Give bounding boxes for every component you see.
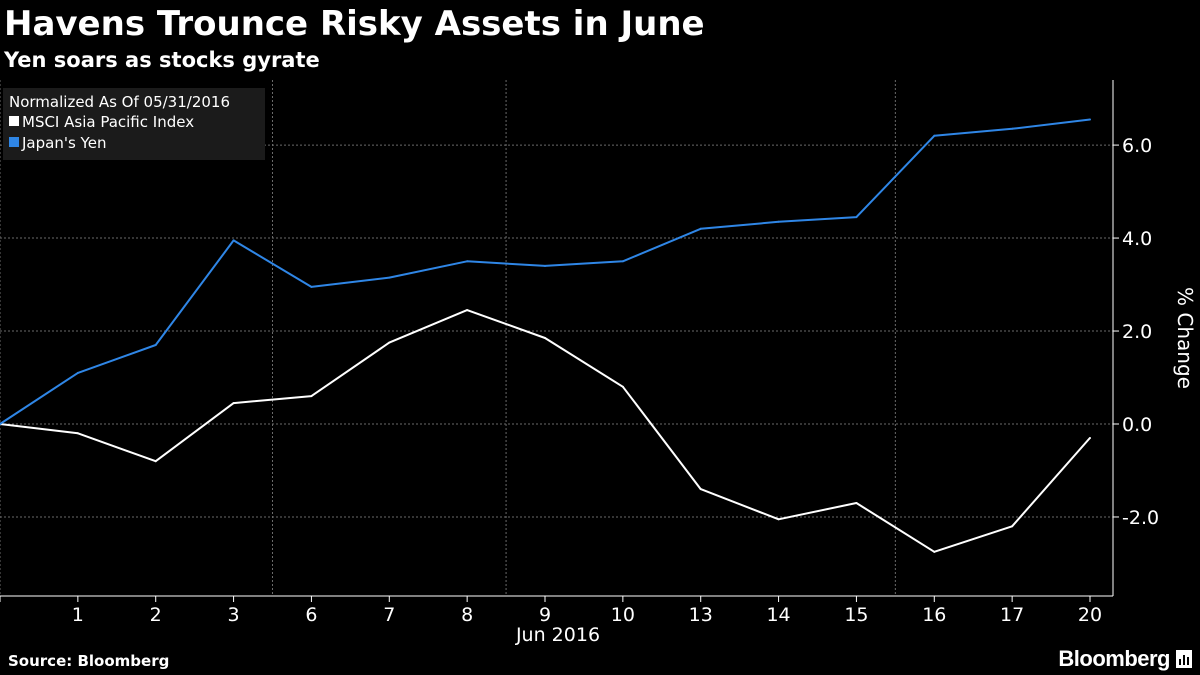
data-point-msci <box>466 309 469 312</box>
y-tick-label: 0.0 <box>1122 414 1152 436</box>
x-tick-label: 14 <box>766 604 790 626</box>
legend-swatch-msci <box>9 116 19 126</box>
data-point-msci <box>544 337 546 339</box>
data-point-msci <box>933 550 936 553</box>
series-line-yen <box>0 118 1091 425</box>
data-point-yen <box>621 260 624 263</box>
data-point-yen <box>388 276 391 279</box>
x-tick-label: 10 <box>611 604 635 626</box>
x-tick-label: 1 <box>72 604 84 626</box>
series-line-msci <box>0 309 1091 553</box>
x-tick-label: 6 <box>305 604 317 626</box>
x-tick-label: 7 <box>383 604 395 626</box>
legend-label-yen: Japan's Yen <box>21 134 106 152</box>
data-point-yen <box>777 220 780 223</box>
data-point-yen <box>76 371 79 374</box>
y-tick-label: 4.0 <box>1122 228 1152 250</box>
data-point-msci <box>388 341 391 344</box>
x-tick-label: 13 <box>689 604 713 626</box>
series-lines <box>0 118 1091 553</box>
data-point-yen <box>1089 118 1091 121</box>
x-tick-label: 20 <box>1078 604 1102 626</box>
data-point-msci <box>76 432 79 435</box>
data-point-msci <box>621 385 624 388</box>
legend-title: Normalized As Of 05/31/2016 <box>9 93 230 111</box>
x-axis-label: Jun 2016 <box>515 624 600 646</box>
legend-label-msci: MSCI Asia Pacific Index <box>22 113 194 131</box>
data-point-msci <box>1089 436 1091 439</box>
x-tick-label: 9 <box>539 604 551 626</box>
legend-swatch-yen <box>9 137 19 147</box>
chart-subtitle: Yen soars as stocks gyrate <box>4 48 320 72</box>
legend: Normalized As Of 05/31/2016 MSCI Asia Pa… <box>3 88 265 160</box>
source-note: Source: Bloomberg <box>8 652 170 670</box>
chart-title: Havens Trounce Risky Assets in June <box>4 4 705 44</box>
bloomberg-logo-icon <box>1176 650 1192 668</box>
x-tick-label: 2 <box>150 604 162 626</box>
data-point-yen <box>310 285 313 288</box>
data-point-yen <box>544 264 546 267</box>
y-axis-label: % Change <box>1173 287 1197 389</box>
y-tick-label: 6.0 <box>1122 135 1152 157</box>
data-point-yen <box>699 227 702 230</box>
data-point-yen <box>232 239 235 242</box>
y-tick-label: 2.0 <box>1122 321 1152 343</box>
data-point-msci <box>777 518 780 521</box>
data-point-msci <box>232 402 235 405</box>
data-point-yen <box>855 216 858 219</box>
legend-background <box>3 88 265 160</box>
chart-axes: -2.0 0.0 2.0 4.0 6.0 1 2 3 6 7 8 9 10 13 14 15 16 17 20 Jun… <box>0 80 1159 646</box>
x-tick-label: 8 <box>461 604 473 626</box>
data-point-msci <box>154 460 157 463</box>
x-tick-label: 17 <box>1000 604 1024 626</box>
data-point-msci <box>699 488 702 491</box>
data-point-yen <box>1011 127 1014 130</box>
data-point-yen <box>0 423 1 425</box>
data-point-msci <box>1011 525 1014 528</box>
data-point-msci <box>855 502 858 505</box>
y-tick-label: -2.0 <box>1122 507 1159 529</box>
data-point-msci <box>310 395 313 398</box>
x-tick-label: 15 <box>844 604 868 626</box>
brand-wordmark: Bloomberg <box>1058 646 1170 671</box>
x-tick-label: 3 <box>228 604 240 626</box>
data-point-yen <box>933 134 936 137</box>
x-tick-label: 16 <box>922 604 946 626</box>
data-point-yen <box>154 343 157 346</box>
data-point-yen <box>466 260 469 263</box>
